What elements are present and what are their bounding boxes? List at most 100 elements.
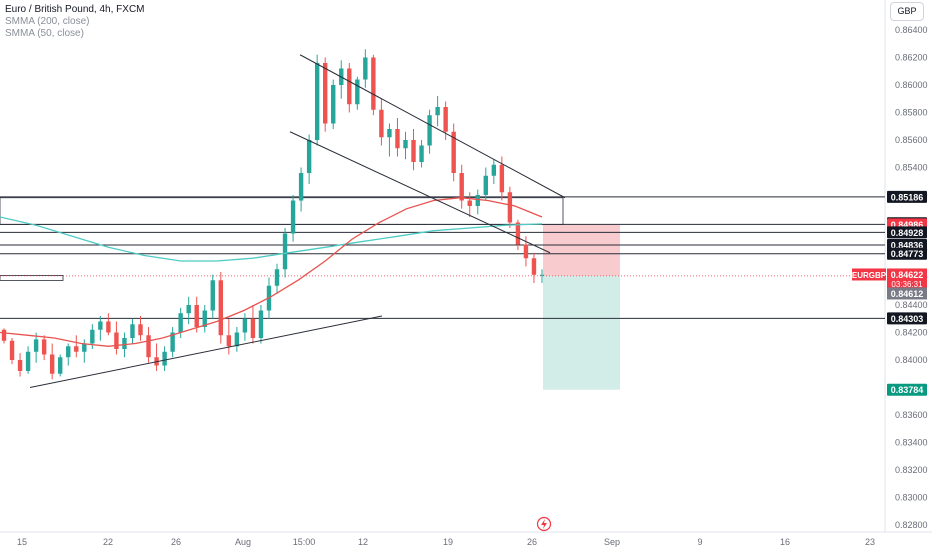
candle-body [33, 339, 39, 352]
candle-body [379, 109, 384, 138]
left-marker-box [0, 275, 64, 281]
candle-body [523, 244, 529, 259]
candle-body [202, 310, 207, 327]
x-tick-label: 23 [865, 537, 875, 547]
y-tick-label: 0.86000 [895, 80, 928, 90]
trendline [289, 131, 551, 254]
candle-body [403, 140, 408, 149]
stop-loss-zone [543, 224, 620, 276]
candle-body [331, 85, 336, 124]
currency-button[interactable]: GBP [890, 2, 924, 21]
candle-body [82, 343, 87, 352]
candle-body [178, 313, 183, 333]
candle-body [443, 107, 448, 132]
level-price-label: 0.84303 [887, 312, 927, 325]
symbol-tag-text: EURGBP [852, 271, 887, 280]
level-price-label-text: 0.84303 [891, 314, 924, 324]
take-profit-zone [543, 275, 620, 390]
smma50-line [0, 197, 543, 347]
candle-body [419, 145, 424, 162]
candle-body [114, 332, 119, 349]
candle-body [1, 329, 7, 341]
candle-body [274, 269, 280, 286]
symbol-tag-bg [852, 268, 886, 281]
smma50-legend: SMMA (50, close) [5, 28, 84, 39]
candle-body [66, 346, 71, 358]
candle-body [371, 57, 376, 110]
bid-price-tag: 0.84612 [887, 287, 927, 300]
y-tick-label: 0.85600 [895, 135, 928, 145]
y-tick-label: 0.84000 [895, 355, 928, 365]
candle-body [234, 332, 240, 347]
level-price-label: 0.84928 [887, 226, 927, 239]
x-tick-label: Sep [604, 537, 620, 547]
x-tick-label: 12 [358, 537, 368, 547]
candle-body [74, 346, 79, 352]
target-price-label-text: 0.83784 [891, 385, 924, 395]
level-price-label-text: 0.85186 [891, 192, 924, 202]
candle-body [49, 354, 55, 374]
candle-body [387, 129, 392, 138]
y-tick-label: 0.86400 [895, 25, 928, 35]
level-price-label-text: 0.84773 [891, 249, 924, 259]
target-price-label-bg [887, 383, 927, 396]
candle-body [9, 340, 15, 360]
x-tick-label: Aug [235, 537, 251, 547]
y-tick-label: 0.83400 [895, 438, 928, 448]
candle-body [483, 175, 488, 195]
candle-body [122, 338, 127, 349]
x-tick-label: 22 [103, 537, 113, 547]
level-price-label: 0.84773 [887, 247, 927, 260]
level-price-label-text: 0.84836 [891, 241, 924, 251]
lightning-icon [536, 516, 552, 532]
candle-body [194, 305, 199, 327]
y-tick-label: 0.82800 [895, 520, 928, 530]
candle-body [162, 351, 167, 366]
current-price-bg [887, 268, 927, 290]
candle-body [306, 140, 312, 173]
candle-body [347, 68, 352, 105]
candle-body [146, 335, 151, 358]
candle-body [314, 63, 320, 140]
y-tick-label: 0.85800 [895, 108, 928, 118]
x-tick-label: 16 [780, 537, 790, 547]
smma200-line [0, 216, 543, 262]
y-tick-label: 0.83200 [895, 465, 928, 475]
x-tick-label: 15:00 [293, 537, 316, 547]
candle-body [282, 233, 288, 270]
y-tick-label: 0.85400 [895, 163, 928, 173]
trendline [29, 315, 383, 388]
bid-price-text: 0.84612 [891, 289, 924, 299]
candle-body [322, 63, 328, 124]
symbol-tag: EURGBP [852, 268, 887, 281]
candle-body [499, 164, 505, 193]
countdown-text: 03:36:31 [891, 280, 923, 289]
level-price-label-bg [887, 190, 927, 203]
candle-body [226, 335, 232, 347]
x-tick-label: 19 [443, 537, 453, 547]
candle-body [258, 310, 264, 338]
candle-body [218, 280, 224, 336]
candle-body [411, 140, 416, 162]
level-price-label: 0.85186 [887, 190, 927, 203]
candle-body [210, 280, 215, 311]
candle-body [25, 351, 31, 371]
candle-body [531, 258, 537, 275]
candle-body [138, 324, 143, 336]
x-tick-label: 9 [697, 537, 702, 547]
candle-body [41, 339, 47, 355]
candle-body [427, 115, 432, 146]
target-price-label: 0.83784 [887, 383, 927, 396]
candle-body [106, 321, 111, 333]
lightning-icon-bolt [541, 519, 547, 529]
candle-body [17, 360, 23, 371]
candle-body [98, 321, 103, 330]
candle-body [395, 129, 400, 149]
x-tick-label: 26 [171, 537, 181, 547]
candle-body [539, 274, 545, 276]
x-tick-label: 15 [17, 537, 27, 547]
candle-body [170, 332, 175, 352]
